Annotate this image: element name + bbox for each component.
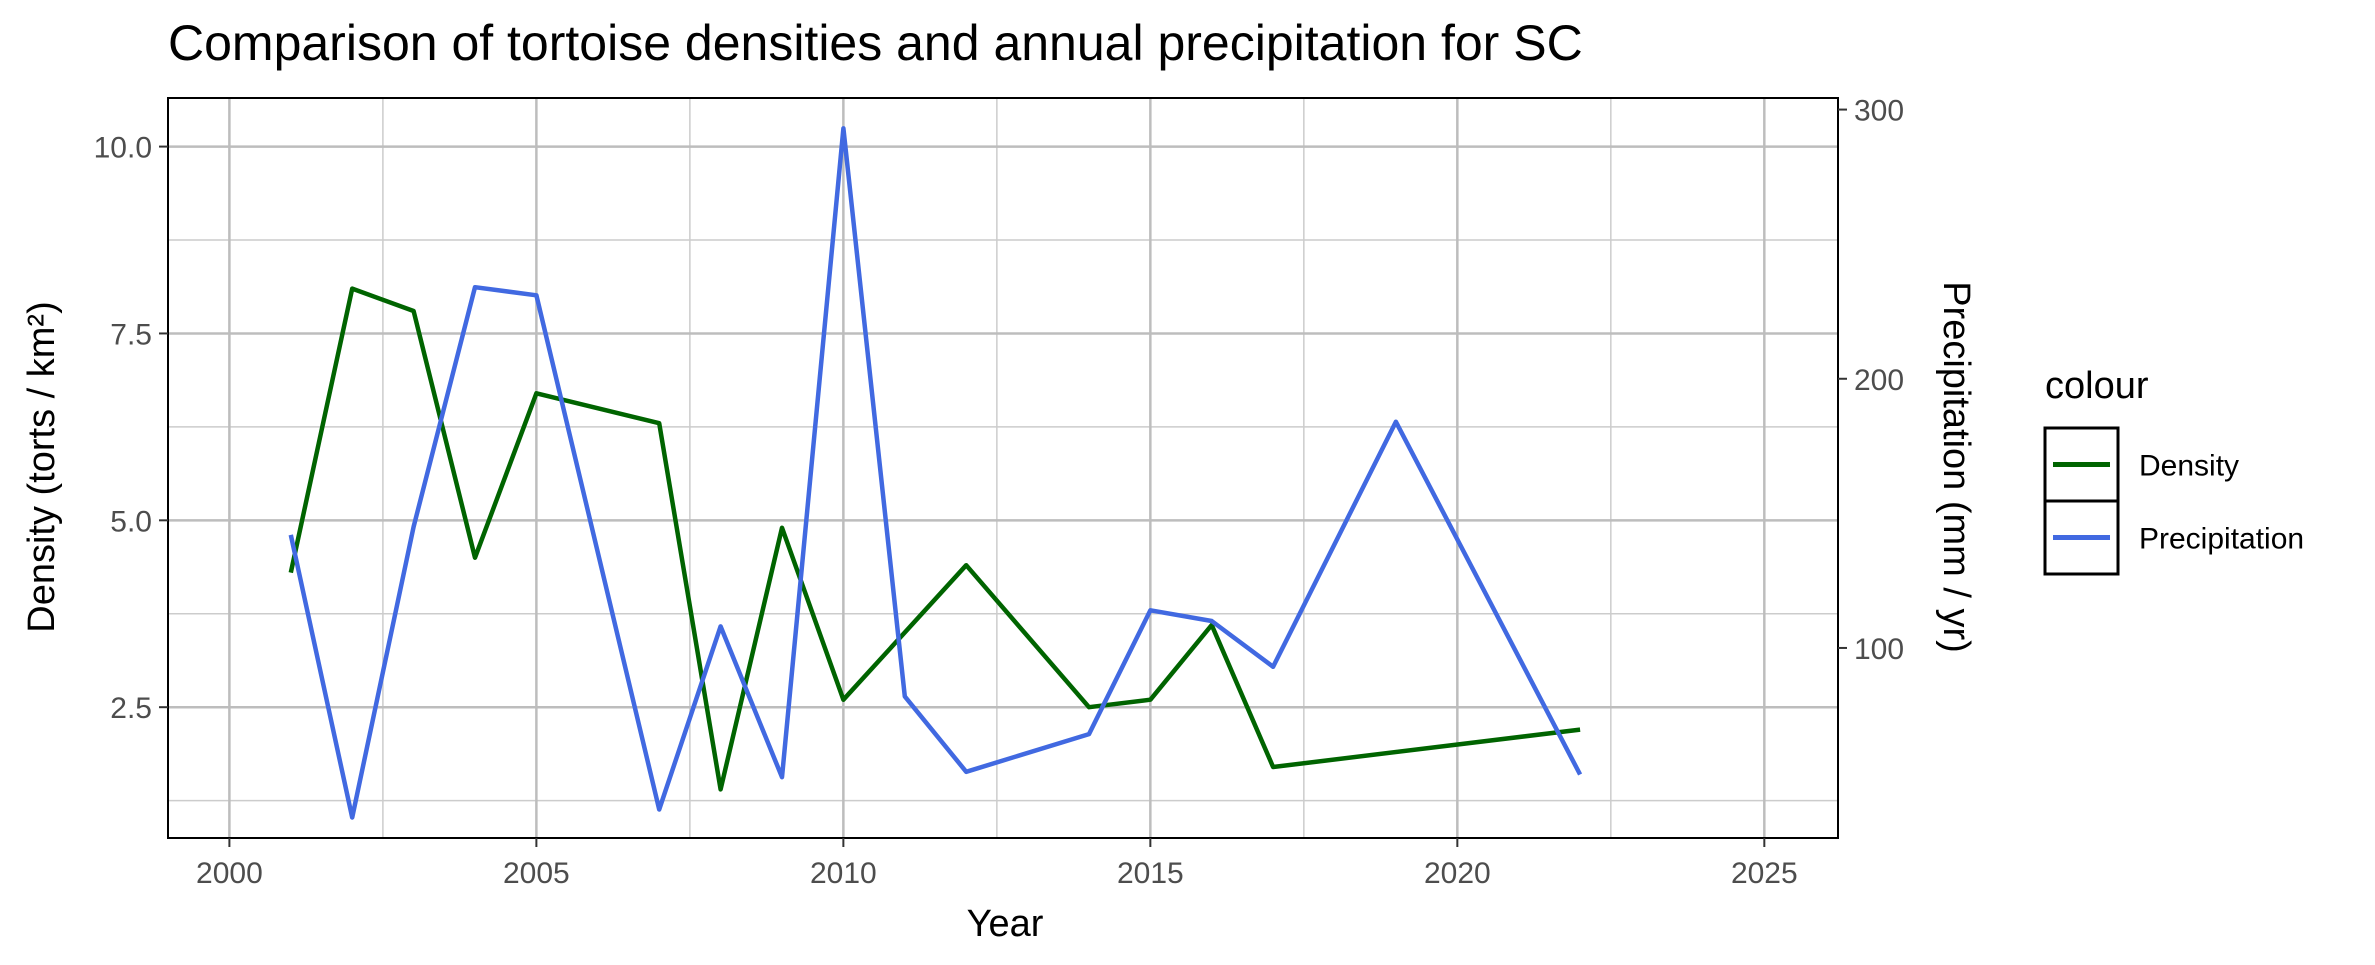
y-axis-title: Density (torts / km²) bbox=[21, 301, 63, 632]
x-tick-label: 2025 bbox=[1731, 857, 1798, 890]
x-tick-label: 2005 bbox=[503, 857, 570, 890]
y2-tick-label: 100 bbox=[1854, 633, 1904, 666]
series-line-precipitation bbox=[288, 126, 1583, 820]
y2-tick-label: 300 bbox=[1854, 95, 1904, 128]
x-tick-label: 2010 bbox=[810, 857, 877, 890]
x-tick-label: 2020 bbox=[1424, 857, 1491, 890]
series-line-density bbox=[288, 286, 1581, 792]
legend-title: colour bbox=[2045, 365, 2149, 407]
y-tick-label: 2.5 bbox=[110, 692, 152, 725]
x-tick-label: 2000 bbox=[196, 857, 263, 890]
series-lines bbox=[288, 126, 1583, 820]
legend-label-precipitation: Precipitation bbox=[2139, 523, 2304, 556]
legend-label-density: Density bbox=[2139, 450, 2239, 483]
y-tick-label: 10.0 bbox=[94, 132, 152, 165]
chart-title: Comparison of tortoise densities and ann… bbox=[168, 15, 1583, 71]
y2-tick-label: 200 bbox=[1854, 364, 1904, 397]
panel-border bbox=[167, 97, 1839, 839]
axis-ticks: 2000 2005 2010 2015 2020 2025 2.5 5.0 7.5 10.0 100… bbox=[94, 95, 1904, 890]
y-tick-label: 7.5 bbox=[110, 318, 152, 351]
legend: colour Density Precipitation bbox=[2043, 365, 2304, 576]
grid bbox=[168, 98, 1838, 838]
x-tick-label: 2015 bbox=[1117, 857, 1184, 890]
legend-items: Density Precipitation bbox=[2043, 426, 2304, 576]
y-tick-label: 5.0 bbox=[110, 505, 152, 538]
x-axis-title: Year bbox=[967, 903, 1044, 945]
y2-axis-title: Precipitation (mm / yr) bbox=[1935, 281, 1977, 653]
